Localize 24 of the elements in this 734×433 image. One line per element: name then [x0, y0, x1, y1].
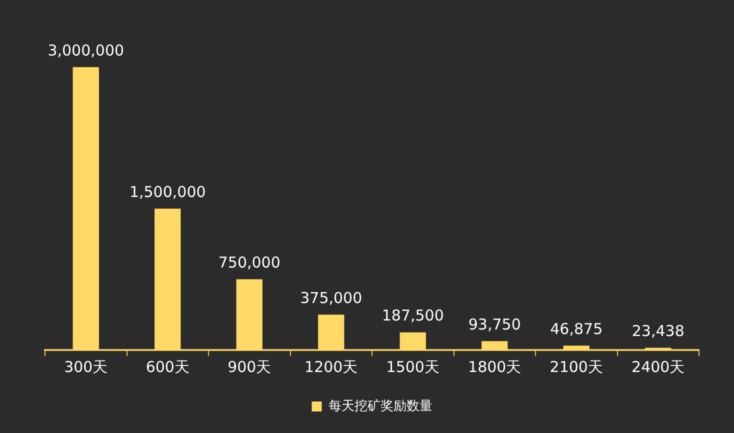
x-tick-label: 2100天 [550, 358, 603, 376]
data-label: 23,438 [632, 322, 684, 340]
x-tick-label: 900天 [228, 358, 272, 376]
x-tick-label: 1200天 [304, 358, 358, 376]
data-label: 750,000 [218, 254, 280, 272]
bar [563, 346, 590, 350]
bar [400, 332, 426, 350]
x-tick-label: 2400天 [632, 358, 685, 376]
data-label: 375,000 [300, 289, 362, 308]
bar [482, 341, 508, 350]
x-tick-label: 600天 [146, 358, 190, 376]
bar [72, 67, 99, 350]
data-label: 46,875 [550, 320, 603, 338]
bar [154, 208, 181, 350]
data-label: 3,000,000 [48, 42, 124, 60]
bar [236, 279, 262, 350]
x-tick-label: 1500天 [386, 358, 440, 376]
x-tick-label: 300天 [64, 358, 108, 376]
data-label: 93,750 [468, 316, 521, 334]
legend-label: 每天挖矿奖励数量 [328, 398, 432, 414]
data-label: 187,500 [382, 306, 444, 325]
bar [318, 314, 344, 350]
x-tick-label: 1800天 [468, 358, 522, 376]
data-label: 1,500,000 [129, 182, 206, 201]
